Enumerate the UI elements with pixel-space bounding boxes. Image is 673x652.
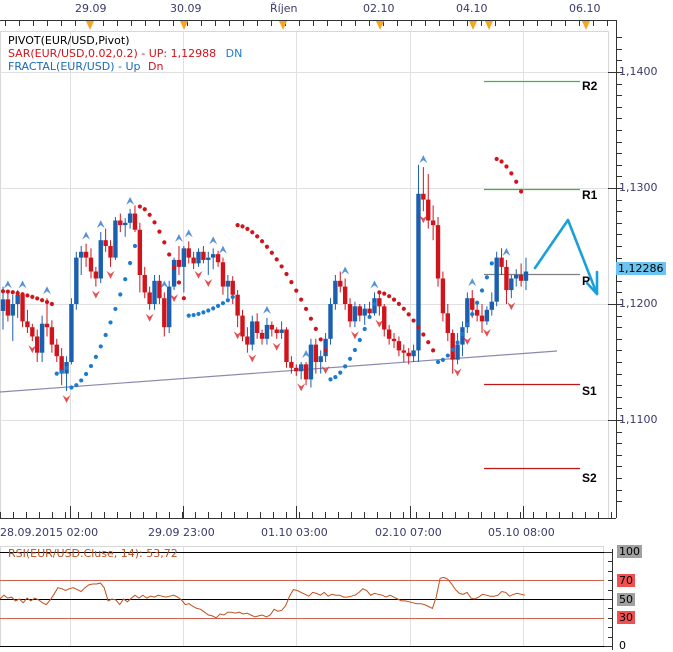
pivot-label-p: P: [582, 274, 591, 288]
legend-fractal-dn: Dn: [148, 60, 164, 73]
price-label-11100: 1,1100: [619, 413, 658, 426]
rsi-panel-frame: [0, 546, 604, 647]
legend-sar-dn: DN: [225, 47, 243, 60]
price-axis: [608, 37, 622, 502]
legend-fractal-text: FRACTAL(EUR/USD) - Up: [8, 60, 141, 73]
pivot-label-r1: R1: [582, 188, 598, 202]
top-axis-label-month: Říjen: [270, 2, 298, 15]
parabolic-sar-dots: [0, 156, 524, 390]
top-axis-label-30-09: 30.09: [170, 2, 202, 15]
top-axis-label-06-10: 06.10: [569, 2, 601, 15]
legend-fractal[interactable]: FRACTAL(EUR/USD) - Up Dn: [8, 60, 242, 73]
rsi-title: RSI(EUR/USD.Cluse, 14): 53,72: [8, 547, 178, 560]
bottom-axis-label-3: 02.10 07:00: [375, 526, 442, 539]
candlesticks: [0, 164, 529, 391]
top-axis-label-29-09: 29.09: [75, 2, 107, 15]
rsi-label-0: 0: [617, 639, 628, 652]
pivot-label-s1: S1: [582, 384, 597, 398]
rsi-label-100: 100: [617, 545, 642, 558]
rsi-label-70: 70: [617, 574, 635, 587]
legend-pivot[interactable]: PIVOT(EUR/USD,Pivot): [8, 34, 130, 47]
bottom-axis-label-4: 05.10 08:00: [488, 526, 555, 539]
rsi-level-lines: [0, 552, 604, 647]
rsi-label-50: 50: [617, 593, 635, 606]
pivot-label-r2: R2: [582, 79, 598, 93]
bottom-axis-label-2: 01.10 03:00: [261, 526, 328, 539]
rsi-axis: [604, 549, 613, 650]
top-axis-label-02-10: 02.10: [363, 2, 395, 15]
price-label-11200: 1,1200: [619, 297, 658, 310]
rsi-line: [0, 576, 526, 619]
rsi-grid: [70, 547, 524, 646]
top-axis-markers: [86, 21, 590, 30]
fractal-markers: [3, 155, 516, 403]
bottom-axis-label-0: 28.09.2015 02:00: [0, 526, 99, 539]
bottom-axis-label-1: 29.09 23:00: [148, 526, 215, 539]
price-label-11400: 1,1400: [619, 65, 658, 78]
pivot-lines: [484, 80, 580, 470]
forecast-arrow: [533, 218, 599, 296]
current-price-badge: 1,12286: [616, 262, 666, 275]
legend-sar-text: SAR(EUR/USD,0.02,0.2) - UP: 1,12988: [8, 47, 217, 60]
rsi-label-30: 30: [617, 611, 635, 624]
indicator-legend: PIVOT(EUR/USD,Pivot) SAR(EUR/USD,0.02,0.…: [8, 34, 242, 73]
pivot-label-s2: S2: [582, 471, 597, 485]
trendline: [0, 350, 558, 393]
top-axis-label-04-10: 04.10: [456, 2, 488, 15]
price-label-11300: 1,1300: [619, 181, 658, 194]
bottom-axis-ruler: [0, 506, 617, 519]
legend-sar[interactable]: SAR(EUR/USD,0.02,0.2) - UP: 1,12988 DN: [8, 47, 242, 60]
